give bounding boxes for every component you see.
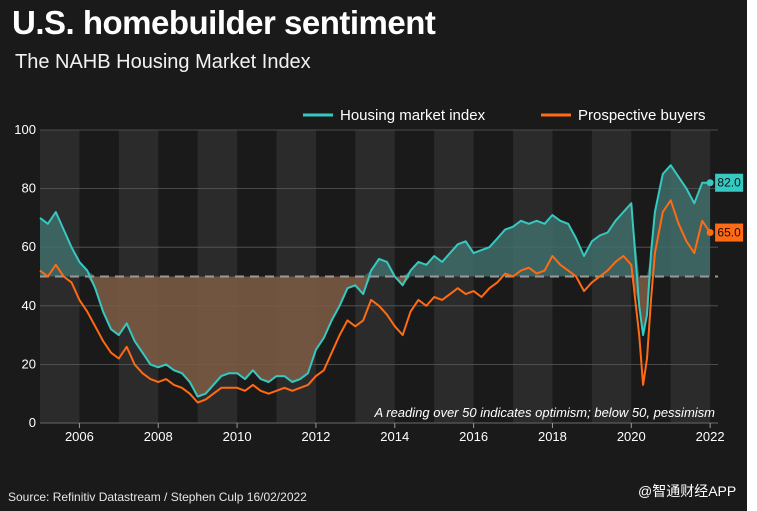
y-tick-label: 100 [14, 122, 36, 137]
x-tick-label: 2022 [696, 429, 725, 444]
pessimism-area [40, 276, 711, 397]
series-lines [39, 164, 711, 404]
x-tick-label: 2012 [301, 429, 330, 444]
y-tick-label: 20 [22, 356, 36, 371]
chart-subtitle: The NAHB Housing Market Index [15, 51, 311, 73]
optimism-area [40, 165, 711, 277]
y-tick-label: 80 [22, 181, 36, 196]
end-marker-hmi [706, 179, 714, 187]
y-axis: 0 20 40 60 80 100 [14, 122, 36, 430]
x-tick-label: 2020 [617, 429, 646, 444]
end-label-box-buyers [715, 223, 744, 242]
legend: Housing market index Prospective buyers [303, 107, 706, 124]
line-prospective-buyers [39, 199, 711, 404]
chart-annotation: A reading over 50 indicates optimism; be… [373, 405, 715, 420]
source-note: Source: Refinitiv Datastream / Stephen C… [8, 490, 307, 504]
chart-title: U.S. homebuilder sentiment [12, 4, 436, 41]
x-tick-label: 2014 [380, 429, 409, 444]
end-label-box-hmi [715, 173, 744, 192]
end-label-buyers: 65.0 [717, 226, 741, 240]
watermark: @智通财经APP [638, 483, 737, 499]
y-tick-label: 60 [22, 239, 36, 254]
line-housing-market-index [39, 164, 711, 398]
end-labels: 82.0 65.0 [706, 173, 744, 242]
end-marker-buyers [706, 229, 714, 237]
x-tick-label: 2006 [65, 429, 94, 444]
end-label-hmi: 82.0 [717, 176, 741, 190]
x-tick-label: 2010 [223, 429, 252, 444]
y-tick-label: 0 [29, 415, 36, 430]
x-tick-label: 2016 [459, 429, 488, 444]
x-tick-label: 2008 [144, 429, 173, 444]
legend-label-buyers: Prospective buyers [578, 107, 706, 124]
area-fills [40, 165, 711, 397]
legend-label-hmi: Housing market index [340, 107, 486, 124]
y-tick-label: 40 [22, 298, 36, 313]
x-tick-label: 2018 [538, 429, 567, 444]
gridlines [40, 129, 718, 424]
x-axis: 2006 2008 2010 2012 2014 2016 2018 2020 2022 [65, 423, 725, 444]
